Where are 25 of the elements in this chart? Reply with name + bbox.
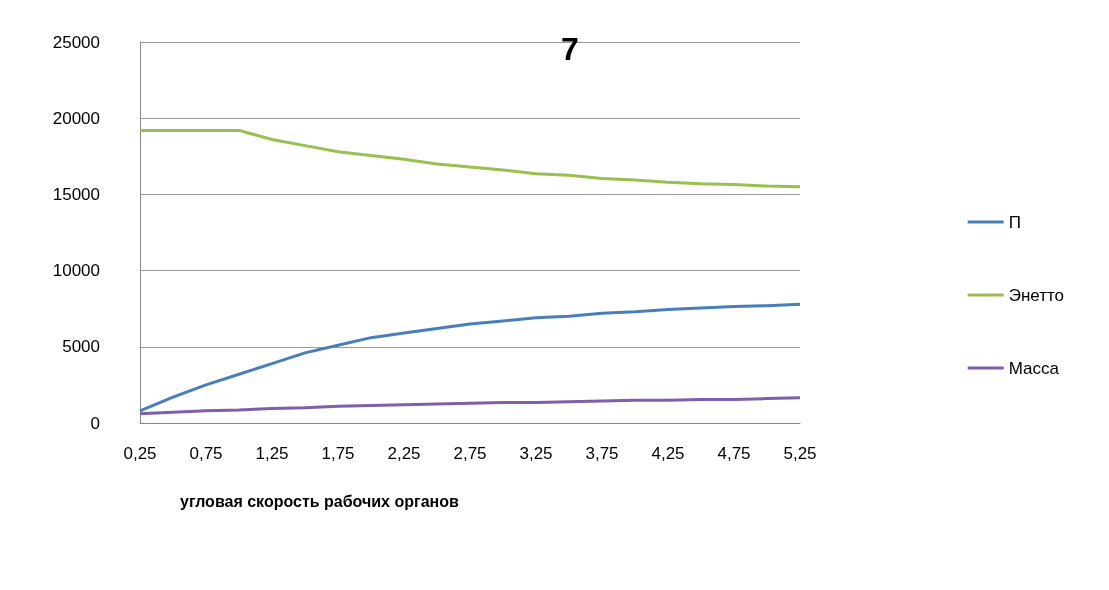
- x-tick-label: 3,25: [519, 444, 553, 463]
- y-tick-label: 20000: [52, 108, 100, 128]
- x-tick-label: 3,75: [585, 444, 619, 463]
- line-series: [138, 302, 802, 413]
- x-tick-label: 5,25: [783, 444, 817, 463]
- x-tick-label: 1,75: [321, 444, 355, 463]
- y-tick-label: 10000: [52, 261, 100, 281]
- legend-label: П: [1008, 212, 1021, 232]
- x-tick-label: 4,75: [717, 444, 751, 463]
- y-tick-label: 15000: [52, 184, 100, 204]
- legend-label: Энетто: [1008, 285, 1065, 305]
- x-axis-title: угловая скорость рабочих органов: [180, 492, 459, 510]
- chart-title: 7: [561, 31, 579, 67]
- line-series: [138, 396, 802, 416]
- legend-label: Масса: [1008, 358, 1060, 378]
- x-tick-label: 0,75: [189, 444, 223, 463]
- x-tick-label: 2,75: [453, 444, 487, 463]
- line-series: [138, 128, 802, 189]
- x-tick-label: 2,25: [387, 444, 421, 463]
- x-tick-label: 4,25: [651, 444, 685, 463]
- x-tick-label: 1,25: [255, 444, 289, 463]
- y-tick-label: 5000: [62, 337, 100, 357]
- y-tick-label: 25000: [52, 32, 100, 52]
- y-tick-label: 0: [90, 413, 100, 433]
- x-tick-label: 0,25: [123, 444, 157, 463]
